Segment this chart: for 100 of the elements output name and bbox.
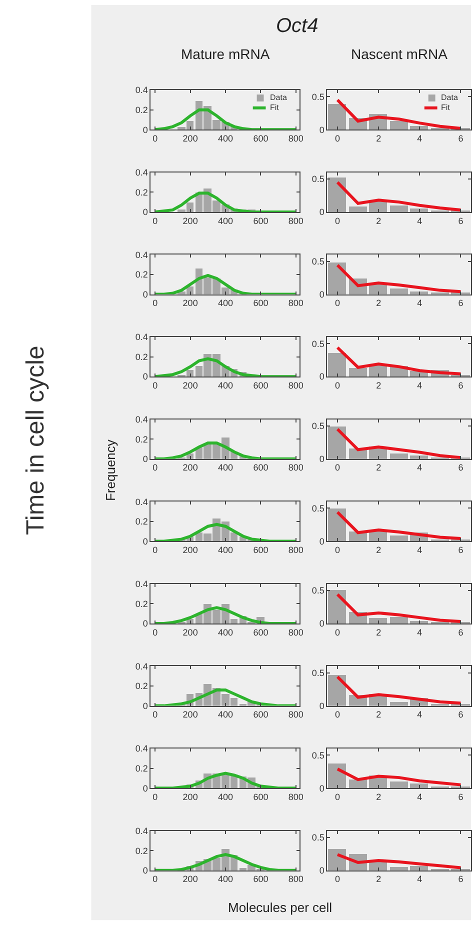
x-tick-label: 6 — [458, 792, 464, 802]
x-tick-label: 6 — [458, 133, 464, 144]
x-tick-label: 800 — [288, 710, 304, 720]
x-tick-label: 0 — [334, 792, 340, 802]
x-tick-label: 2 — [376, 216, 382, 226]
x-tick-label: 800 — [288, 380, 304, 390]
y-tick-label: 0.2 — [135, 763, 148, 774]
x-tick-label: 600 — [253, 710, 268, 720]
x-tick-label: 2 — [376, 710, 382, 720]
x-tick-label: 400 — [218, 710, 234, 720]
y-tick-label: 0 — [142, 289, 148, 300]
y-tick-label: 0.2 — [135, 598, 148, 609]
x-tick-label: 200 — [182, 627, 198, 638]
text: Frequency — [103, 439, 118, 502]
x-tick-label: 0 — [334, 544, 340, 555]
y-tick-label: 0.5 — [312, 256, 324, 266]
x-tick-label: 0 — [334, 462, 340, 473]
legend-label: Fit — [270, 103, 280, 112]
x-tick-label: 0 — [334, 380, 340, 390]
x-tick-label: 400 — [218, 544, 234, 555]
x-tick-label: 6 — [458, 462, 464, 473]
x-tick-label: 800 — [288, 544, 304, 555]
x-tick-label: 400 — [218, 792, 234, 802]
x-tick-label: 0 — [334, 627, 340, 638]
x-tick-label: 600 — [253, 874, 268, 884]
x-tick-label: 200 — [182, 544, 198, 555]
y-tick-label: 0.4 — [135, 661, 148, 672]
x-tick-label: 800 — [288, 874, 304, 884]
x-tick-label: 400 — [218, 133, 234, 144]
x-tick-label: 600 — [253, 544, 268, 555]
x-tick-label: 2 — [376, 298, 382, 308]
x-tick-label: 800 — [288, 792, 304, 802]
x-tick-label: 400 — [218, 462, 234, 473]
text: Time in cell cycle — [21, 346, 50, 535]
y-tick-label: 0.5 — [312, 421, 324, 432]
y-tick-label: 0.2 — [135, 434, 148, 444]
x-tick-label: 0 — [334, 216, 340, 226]
x-tick-label: 2 — [376, 627, 382, 638]
y-tick-label: 0.2 — [135, 270, 148, 280]
x-tick-label: 800 — [288, 133, 304, 144]
x-tick-label: 800 — [288, 627, 304, 638]
x-tick-label: 4 — [417, 216, 422, 226]
legend-label: Data — [270, 93, 288, 102]
x-tick-label: 600 — [253, 462, 268, 473]
y-tick-label: 0.2 — [135, 681, 148, 692]
y-tick-label: 0 — [142, 372, 148, 382]
x-tick-label: 6 — [458, 710, 464, 720]
legend-label: Data — [441, 93, 458, 102]
x-tick-label: 600 — [253, 627, 268, 638]
x-tick-label: 0 — [334, 874, 340, 884]
x-tick-label: 0 — [152, 874, 158, 884]
x-tick-label: 2 — [376, 874, 382, 884]
x-tick-label: 200 — [182, 874, 198, 884]
y-tick-label: 0.5 — [312, 174, 324, 184]
x-tick-label: 6 — [458, 380, 464, 390]
x-tick-label: 4 — [417, 627, 422, 638]
x-tick-label: 6 — [458, 874, 464, 884]
text: Oct4 — [276, 15, 318, 37]
x-tick-label: 4 — [417, 462, 422, 473]
y-tick-label: 0 — [319, 454, 324, 464]
y-tick-label: 0.2 — [135, 105, 148, 116]
x-tick-label: 0 — [152, 216, 158, 226]
y-tick-label: 0 — [142, 536, 148, 546]
chart-title: Mature mRNA — [181, 46, 270, 62]
y-tick-label: 0 — [319, 700, 324, 711]
x-tick-label: 6 — [458, 298, 464, 308]
x-tick-label: 200 — [182, 792, 198, 802]
x-tick-label: 2 — [376, 380, 382, 390]
x-tick-label: 6 — [458, 627, 464, 638]
x-tick-label: 2 — [376, 133, 382, 144]
y-tick-label: 0.5 — [312, 338, 324, 349]
y-tick-label: 0.4 — [135, 744, 148, 754]
y-tick-label: 0.4 — [135, 85, 148, 96]
x-tick-label: 400 — [218, 298, 234, 308]
x-tick-label: 4 — [417, 544, 422, 555]
x-tick-label: 4 — [417, 874, 422, 884]
y-tick-label: 0.5 — [312, 832, 324, 843]
x-tick-label: 400 — [218, 874, 234, 884]
x-tick-label: 0 — [152, 544, 158, 555]
chart-title: Nascent mRNA — [351, 46, 448, 62]
y-tick-label: 0 — [142, 866, 148, 876]
x-tick-label: 800 — [288, 216, 304, 226]
y-tick-label: 0 — [142, 124, 148, 135]
x-tick-label: 4 — [417, 380, 422, 390]
x-tick-label: 6 — [458, 216, 464, 226]
x-tick-label: 0 — [152, 298, 158, 308]
x-tick-label: 400 — [218, 380, 234, 390]
y-tick-label: 0 — [142, 783, 148, 794]
y-tick-label: 0 — [142, 700, 148, 711]
y-tick-label: 0.5 — [312, 668, 324, 678]
y-tick-label: 0.4 — [135, 579, 148, 590]
y-tick-label: 0.4 — [135, 168, 148, 178]
x-tick-label: 0 — [152, 792, 158, 802]
x-tick-label: 0 — [152, 133, 158, 144]
y-tick-label: 0.4 — [135, 414, 148, 424]
x-tick-label: 0 — [152, 462, 158, 473]
x-tick-label: 4 — [417, 133, 422, 144]
x-tick-label: 0 — [334, 710, 340, 720]
x-tick-label: 4 — [417, 298, 422, 308]
y-tick-label: 0.5 — [312, 750, 324, 760]
